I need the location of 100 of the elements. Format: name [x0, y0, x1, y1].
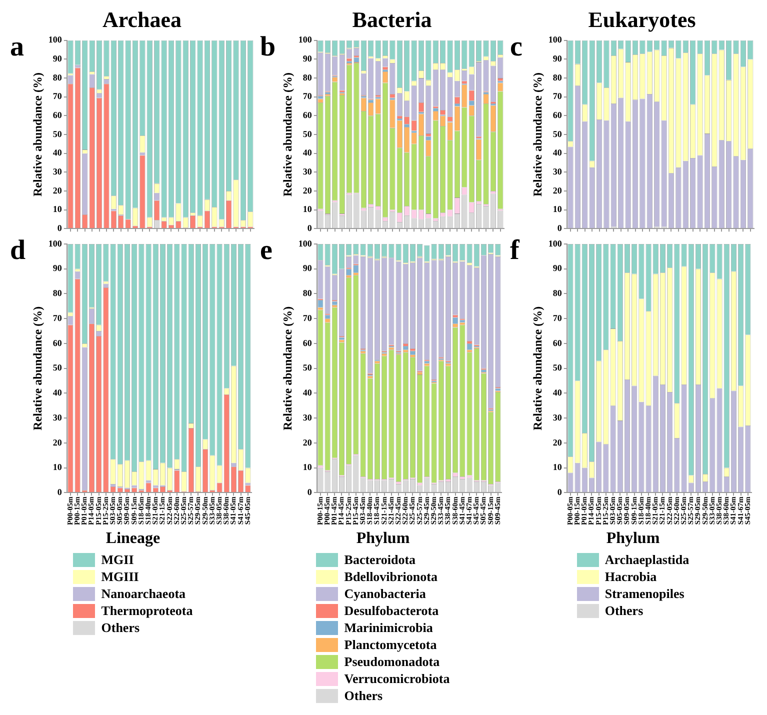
- legend-label: Verrucomicrobiota: [344, 670, 450, 686]
- y-tick-label: 0: [307, 487, 312, 497]
- y-tick-label: 100: [548, 238, 562, 248]
- text: d: [10, 235, 26, 266]
- y-tick-label: 70: [552, 91, 562, 102]
- legend-title: Phylum: [355, 530, 411, 548]
- y-tick-label: 10: [302, 462, 312, 472]
- y-tick-label: 100: [298, 238, 312, 248]
- text: f: [510, 235, 520, 266]
- text: a: [10, 32, 24, 63]
- legend-label: Cyanobacteria: [344, 586, 426, 602]
- text: e: [260, 235, 272, 266]
- y-tick-label: 60: [302, 338, 312, 348]
- y-tick-label: 60: [552, 338, 562, 348]
- y-tick-label: 20: [302, 437, 312, 448]
- y-tick-label: 40: [552, 148, 562, 158]
- y-tick-label: 60: [52, 338, 62, 348]
- legend-label: Pseudomonadota: [344, 654, 440, 670]
- y-axis-title: Relative abundance (%): [30, 306, 44, 430]
- y-tick-label: 90: [52, 263, 62, 274]
- y-tick-label: 10: [52, 204, 62, 214]
- y-tick-label: 40: [302, 148, 312, 158]
- legend-label: Desulfobacterota: [344, 602, 439, 618]
- y-tick-label: 0: [557, 222, 562, 233]
- y-tick-label: 40: [52, 148, 62, 158]
- y-tick-label: 20: [552, 437, 562, 448]
- legend-label: MGII: [101, 552, 134, 568]
- legend-label: Marinimicrobia: [344, 620, 433, 636]
- y-tick-label: 60: [552, 110, 562, 120]
- y-tick-label: 30: [302, 412, 312, 422]
- y-tick-label: 70: [52, 312, 62, 323]
- y-tick-label: 70: [552, 312, 562, 323]
- y-tick-label: 60: [302, 110, 312, 120]
- legend-title: Phylum: [605, 530, 661, 548]
- y-tick-label: 0: [57, 222, 62, 233]
- y-tick-label: 10: [302, 204, 312, 214]
- y-tick-label: 20: [302, 185, 312, 196]
- legend-label: Planctomycetota: [344, 636, 437, 652]
- legend-label: Nanoarchaeota: [101, 586, 186, 602]
- text: b: [260, 32, 276, 63]
- y-tick-label: 30: [52, 412, 62, 422]
- legend-label: Others: [101, 620, 140, 636]
- y-tick-label: 90: [302, 54, 312, 64]
- y-tick-label: 100: [48, 238, 62, 248]
- legend-title: Lineage: [104, 530, 162, 548]
- y-tick-label: 40: [52, 388, 62, 398]
- y-axis-title: Relative abundance (%): [30, 72, 44, 196]
- y-tick-label: 100: [298, 34, 312, 45]
- y-tick-label: 30: [552, 412, 562, 422]
- y-tick-label: 80: [302, 288, 312, 298]
- y-tick-label: 10: [52, 462, 62, 472]
- y-tick-label: 70: [302, 91, 312, 102]
- legend-label: Archaeplastida: [604, 552, 690, 568]
- y-tick-label: 80: [52, 72, 62, 82]
- y-tick-label: 90: [552, 54, 562, 64]
- legend-label: Others: [344, 688, 383, 704]
- legend-label: Stramenopiles: [604, 586, 684, 602]
- legend-label: Bdellovibrionota: [344, 568, 438, 584]
- y-tick-label: 50: [302, 128, 312, 139]
- y-tick-label: 20: [52, 437, 62, 448]
- legend-label: Hacrobia: [604, 568, 657, 584]
- y-tick-label: 80: [552, 72, 562, 82]
- y-tick-label: 50: [52, 362, 62, 373]
- y-tick-label: 90: [52, 54, 62, 64]
- y-tick-label: 0: [557, 487, 562, 497]
- y-axis-title: Relative abundance (%): [530, 306, 544, 430]
- y-tick-label: 100: [48, 34, 62, 45]
- y-tick-label: 40: [302, 388, 312, 398]
- chart-title: Bacteria: [352, 6, 432, 32]
- legend-label: Bacteroidota: [344, 552, 416, 568]
- y-tick-label: 30: [52, 166, 62, 176]
- y-tick-label: 10: [552, 462, 562, 472]
- y-tick-label: 30: [302, 166, 312, 176]
- legend-label: Thermoproteota: [101, 602, 193, 618]
- y-tick-label: 60: [52, 110, 62, 120]
- legend-label: Others: [604, 602, 644, 618]
- y-tick-label: 90: [552, 263, 562, 274]
- y-tick-label: 90: [302, 263, 312, 274]
- chart-title: Archaea: [102, 6, 182, 32]
- y-tick-label: 50: [552, 362, 562, 373]
- y-tick-label: 10: [552, 204, 562, 214]
- y-tick-label: 100: [548, 34, 562, 45]
- chart-title: Eukaryotes: [588, 6, 696, 32]
- y-tick-label: 50: [302, 362, 312, 373]
- y-tick-label: 20: [52, 185, 62, 196]
- y-tick-label: 30: [552, 166, 562, 176]
- y-tick-label: 0: [307, 222, 312, 233]
- y-tick-label: 50: [552, 128, 562, 139]
- y-tick-label: 0: [57, 487, 62, 497]
- y-axis-title: Relative abundance (%): [280, 72, 294, 196]
- y-tick-label: 40: [552, 388, 562, 398]
- y-axis-title: Relative abundance (%): [530, 72, 544, 196]
- y-tick-label: 80: [552, 288, 562, 298]
- y-tick-label: 80: [52, 288, 62, 298]
- y-axis-title: Relative abundance (%): [280, 306, 294, 430]
- y-tick-label: 20: [552, 185, 562, 196]
- y-tick-label: 70: [302, 312, 312, 323]
- y-tick-label: 70: [52, 91, 62, 102]
- text: c: [510, 32, 522, 63]
- legend-label: MGIII: [101, 568, 139, 584]
